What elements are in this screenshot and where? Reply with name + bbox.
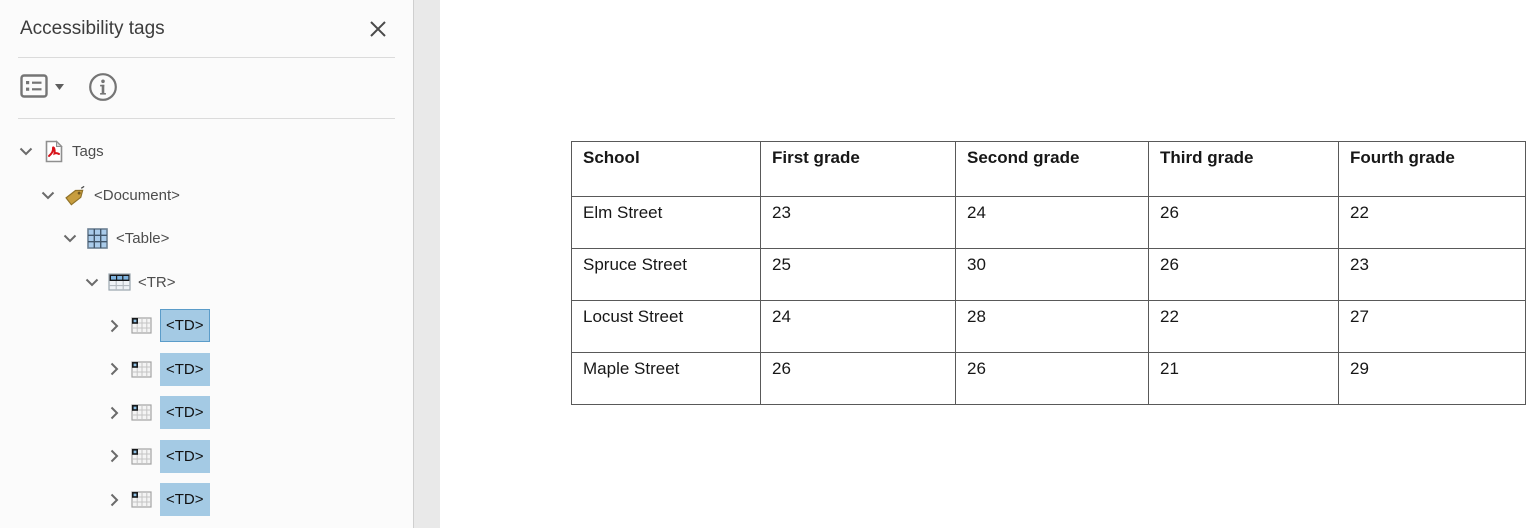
table-cell: 26 (1148, 196, 1339, 249)
table-row: Locust Street 24 28 22 27 (571, 300, 1526, 353)
document-table: School First grade Second grade Third grade… (571, 141, 1526, 405)
tag-icon (64, 184, 87, 206)
table-cell-icon (130, 491, 153, 508)
pdf-icon (42, 140, 65, 163)
column-header: Fourth grade (1338, 141, 1526, 197)
tag-options-button[interactable] (20, 73, 64, 103)
table-cell: 23 (1338, 248, 1526, 301)
column-header: School (571, 141, 761, 197)
tree-item-td-1[interactable]: <TD> (0, 304, 413, 348)
table-cell: 25 (760, 248, 956, 301)
table-cell-icon (130, 317, 153, 334)
chevron-right-icon[interactable] (106, 362, 122, 376)
table-cell: 21 (1148, 352, 1339, 405)
divider (18, 57, 395, 58)
tree-item-td-3[interactable]: <TD> (0, 391, 413, 435)
tree-item-label[interactable]: Tags (72, 143, 104, 161)
panel-document-gutter (414, 0, 440, 528)
tree-item-label[interactable]: <Table> (116, 230, 170, 248)
document-table-body: Elm Street 23 24 26 22 Spruce Street 25 30 26 23 L… (571, 196, 1526, 405)
table-cell: 22 (1338, 196, 1526, 249)
info-icon (88, 72, 118, 105)
chevron-right-icon[interactable] (106, 493, 122, 507)
chevron-down-icon[interactable] (62, 234, 78, 243)
column-header: Third grade (1148, 141, 1339, 197)
tree-item-td-5[interactable]: <TD> (0, 478, 413, 522)
document-page: School First grade Second grade Third grade… (440, 0, 1540, 528)
tree-item-label[interactable]: <TR> (138, 273, 176, 291)
table-cell: 24 (760, 300, 956, 353)
tree-item-label[interactable]: <TD> (160, 439, 210, 473)
table-cell: 30 (955, 248, 1149, 301)
table-cell-icon (130, 404, 153, 421)
panel-title: Accessibility tags (20, 17, 165, 39)
table-row: Spruce Street 25 30 26 23 (571, 248, 1526, 301)
table-cell: 24 (955, 196, 1149, 249)
chevron-down-icon[interactable] (40, 191, 56, 200)
tree-item-td-2[interactable]: <TD> (0, 348, 413, 392)
tree-item-tags[interactable]: Tags (0, 130, 413, 174)
tag-tree: Tags <Document> <Table> <TR> <TD> <TD> <TD> <TD… (0, 119, 413, 522)
table-cell: Maple Street (571, 352, 761, 405)
chevron-right-icon[interactable] (106, 449, 122, 463)
tree-item-td-4[interactable]: <TD> (0, 435, 413, 479)
table-row: Elm Street 23 24 26 22 (571, 196, 1526, 249)
tree-item-label[interactable]: <TD> (160, 483, 210, 517)
tree-item-label[interactable]: <TD> (160, 352, 210, 386)
tree-item-label[interactable]: <TD> (160, 396, 210, 430)
table-cell: 27 (1338, 300, 1526, 353)
table-cell: 22 (1148, 300, 1339, 353)
table-cell: 23 (760, 196, 956, 249)
chevron-down-icon[interactable] (18, 147, 34, 156)
list-options-icon (20, 73, 48, 103)
divider (18, 118, 395, 119)
table-cell: 29 (1338, 352, 1526, 405)
accessibility-tags-panel: Accessibility tags (0, 0, 414, 528)
panel-header: Accessibility tags (0, 0, 413, 57)
table-cell: Elm Street (571, 196, 761, 249)
tree-item-document[interactable]: <Document> (0, 174, 413, 218)
table-cell: 26 (760, 352, 956, 405)
table-cell: Locust Street (571, 300, 761, 353)
table-cell: Spruce Street (571, 248, 761, 301)
chevron-right-icon[interactable] (106, 319, 122, 333)
table-cell: 28 (955, 300, 1149, 353)
tree-item-tr[interactable]: <TR> (0, 261, 413, 305)
tree-item-label[interactable]: <Document> (94, 186, 180, 204)
tree-item-label[interactable]: <TD> (160, 309, 210, 343)
dropdown-caret-icon (55, 77, 64, 103)
close-icon[interactable] (365, 16, 391, 42)
table-row-icon (108, 273, 131, 291)
tree-item-table[interactable]: <Table> (0, 217, 413, 261)
info-button[interactable] (88, 72, 118, 105)
column-header: Second grade (955, 141, 1149, 197)
table-cell-icon (130, 361, 153, 378)
table-cell-icon (130, 448, 153, 465)
table-cell: 26 (1148, 248, 1339, 301)
column-header: First grade (760, 141, 956, 197)
header-row: School First grade Second grade Third grade… (571, 141, 1526, 197)
chevron-down-icon[interactable] (84, 278, 100, 287)
table-cell: 26 (955, 352, 1149, 405)
document-table-head: School First grade Second grade Third grade… (571, 141, 1526, 197)
panel-toolbar (0, 58, 413, 118)
chevron-right-icon[interactable] (106, 406, 122, 420)
table-icon (86, 228, 109, 250)
table-row: Maple Street 26 26 21 29 (571, 352, 1526, 405)
